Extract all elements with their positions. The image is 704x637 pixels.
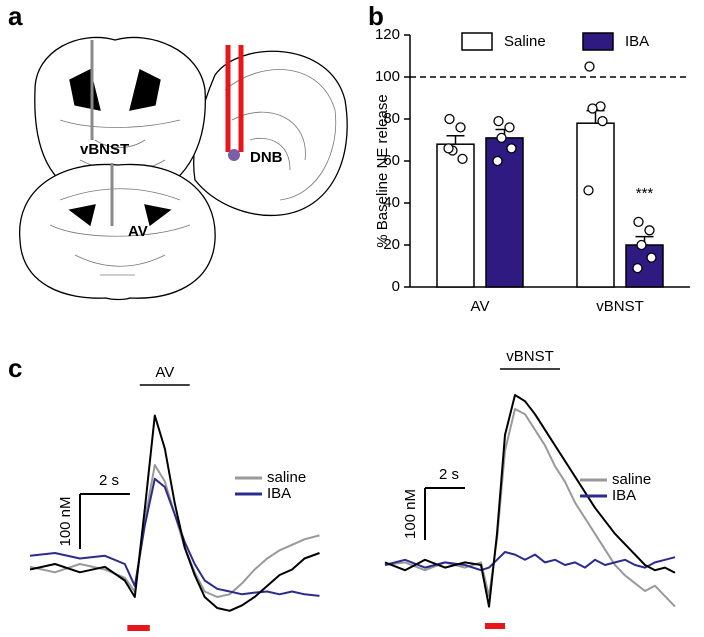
legend-swatch xyxy=(582,32,614,51)
y-tick-label: 0 xyxy=(392,278,400,295)
legend-swatch xyxy=(461,32,493,51)
legend-label: saline xyxy=(267,469,306,486)
bar xyxy=(485,137,524,288)
data-point xyxy=(492,155,503,167)
data-point xyxy=(457,153,468,165)
panel-label: b xyxy=(368,1,384,31)
data-point xyxy=(455,122,466,133)
trace xyxy=(384,551,676,572)
trace xyxy=(384,408,676,608)
bar xyxy=(576,122,615,288)
brain-atlas xyxy=(19,36,348,301)
scale-bar-label: 2 s xyxy=(99,472,119,489)
x-tick-label: AV xyxy=(471,298,490,315)
data-point xyxy=(646,252,657,263)
legend-label: IBA xyxy=(612,487,636,504)
chart-title: AV xyxy=(155,364,174,381)
region-label: vBNST xyxy=(80,141,129,158)
ventricle xyxy=(68,204,172,227)
data-point xyxy=(444,113,455,125)
chart-title: vBNST xyxy=(506,348,554,365)
legend-label: IBA xyxy=(267,485,291,502)
data-point xyxy=(597,115,608,127)
coronal-section xyxy=(19,163,216,301)
data-point xyxy=(443,143,454,154)
region-label: DNB xyxy=(250,149,283,166)
trace xyxy=(29,414,320,612)
data-point xyxy=(584,61,595,72)
section-detail xyxy=(224,69,337,201)
legend-label: Saline xyxy=(504,33,546,50)
data-point xyxy=(506,143,517,154)
annotation: *** xyxy=(636,185,654,202)
data-point xyxy=(636,239,647,251)
region-label: AV xyxy=(128,223,148,240)
y-tick-label: 20 xyxy=(383,236,400,253)
section-detail xyxy=(49,188,191,276)
y-tick-label: 40 xyxy=(383,194,400,211)
data-point xyxy=(587,103,598,114)
y-tick-label: 120 xyxy=(375,26,400,43)
error-bar xyxy=(446,135,465,145)
y-tick-label: 60 xyxy=(383,152,400,169)
bar xyxy=(625,244,664,288)
scale-bar-label: 2 s xyxy=(439,466,459,483)
legend-label: IBA xyxy=(625,33,649,50)
legend-label: saline xyxy=(612,471,651,488)
coronal-section xyxy=(193,50,348,217)
data-point xyxy=(496,132,507,144)
data-point xyxy=(632,262,643,274)
stimulus-bar xyxy=(127,625,150,631)
trace xyxy=(29,477,320,597)
data-point xyxy=(644,225,655,236)
y-axis-label: % Baseline NE release xyxy=(374,94,391,247)
data-point xyxy=(583,185,594,196)
stimulus-bar xyxy=(485,623,505,629)
bar xyxy=(436,143,475,288)
data-point xyxy=(633,216,644,228)
trace xyxy=(384,394,676,608)
panel-label: c xyxy=(8,353,22,383)
y-tick-label: 80 xyxy=(383,110,400,127)
stimulation-site xyxy=(228,149,240,161)
y-tick-label: 100 xyxy=(375,68,400,85)
x-tick-label: vBNST xyxy=(596,298,644,315)
data-point xyxy=(504,122,515,133)
scale-bar-label: 100 nM xyxy=(402,489,419,539)
scale-bar-label: 100 nM xyxy=(57,496,74,546)
panel-label: a xyxy=(8,1,23,31)
data-point xyxy=(493,115,504,127)
